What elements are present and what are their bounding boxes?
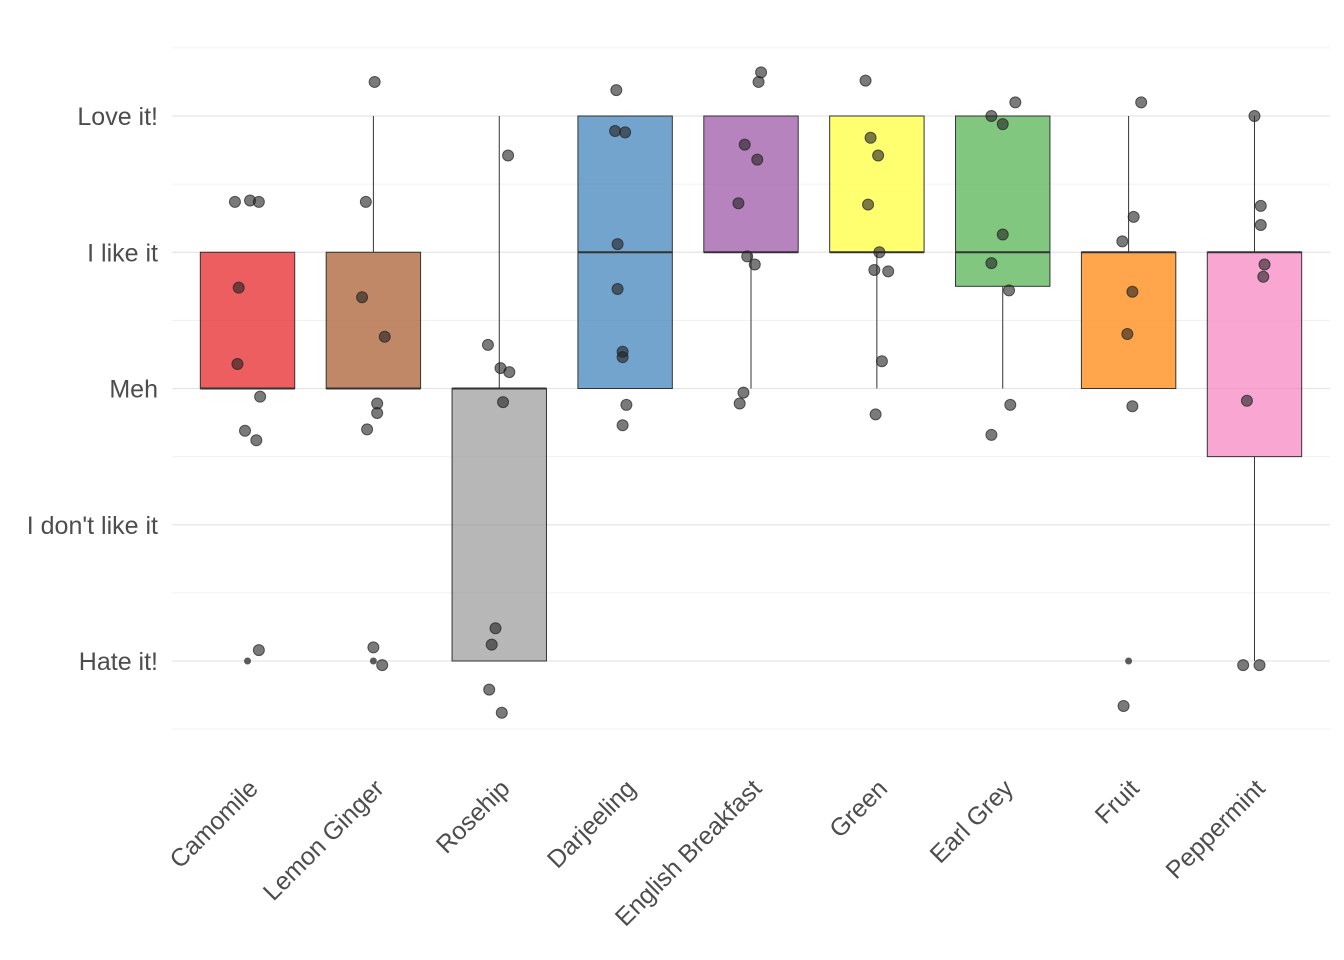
jitter-point [868,263,881,276]
box [1080,251,1177,389]
jitter-point [611,238,624,251]
jitter-point [609,124,622,137]
jitter-point [1248,110,1261,122]
x-tick-label: Green [824,774,893,843]
jitter-point [252,644,265,657]
jitter-point [748,258,761,271]
y-tick-label: Hate it! [79,648,158,676]
x-tick-label: Rosehip [431,774,516,859]
box [1206,251,1303,458]
jitter-point [875,355,888,368]
jitter-point [371,407,384,420]
outlier-point [369,657,377,665]
jitter-point [751,153,764,166]
jitter-point [1254,199,1267,212]
outlier-point [1125,657,1133,665]
jitter-point [495,706,508,719]
jitter-point [252,195,265,208]
jitter-point [250,434,263,447]
jitter-point [361,423,374,436]
box [703,115,799,253]
y-tick-label: I don't like it [27,512,158,540]
jitter-point [254,390,267,403]
jitter-point [1117,699,1130,712]
jitter-point [368,75,381,88]
jitter-point [376,659,389,672]
jitter-point [1116,235,1129,248]
jitter-point [1009,96,1022,109]
box [451,388,547,662]
jitter-point [732,197,745,210]
jitter-point [737,386,750,399]
jitter-point [619,126,632,139]
jitter-point [752,75,765,88]
jitter-point [1127,210,1140,223]
y-tick-label: I like it [87,239,158,267]
jitter-point [616,351,629,364]
jitter-point [497,396,510,409]
jitter-point [239,424,252,437]
outlier-point [244,657,252,665]
jitter-point [1126,285,1139,298]
jitter-point [503,366,516,379]
jitter-point [738,138,751,151]
jitter-point [483,683,496,696]
jitter-point [733,397,746,410]
jitter-point [859,74,872,87]
jitter-point [1135,96,1148,109]
jitter-point [620,398,633,411]
jitter-point [378,330,391,343]
jitter-point [1237,659,1250,672]
box [955,115,1051,287]
jitter-point [985,257,998,270]
jitter-point [1253,659,1266,672]
x-tick-label: Earl Grey [925,774,1020,869]
jitter-point [1258,258,1271,271]
box [829,115,925,253]
x-tick-label: Lemon Ginger [258,774,390,906]
jitter-point [996,118,1009,131]
jitter-point [985,110,998,122]
jitter-point [616,419,629,432]
jitter-point [882,265,895,278]
jitter-point [1003,284,1016,297]
jitter-point [367,641,380,654]
jitter-point [356,291,369,304]
jitter-point [996,228,1009,241]
x-tick-label: Fruit [1090,774,1145,829]
x-tick-label: Camomile [164,774,263,873]
box [199,251,296,389]
jitter-point [985,428,998,441]
jitter-point [1004,398,1017,411]
jitter-point [232,281,245,294]
jitter-point [741,250,754,263]
jitter-point [1254,219,1267,231]
jitter-point [485,638,498,651]
jitter-point [481,338,494,351]
box [325,251,422,389]
jitter-point [611,283,624,296]
y-tick-label: Love it! [77,103,158,131]
jitter-point [489,622,502,635]
jitter-point [359,195,372,208]
jitter-point [1257,270,1270,283]
jitter-point [1126,400,1139,413]
x-tick-label: Peppermint [1161,774,1271,884]
jitter-point [862,198,875,211]
jitter-point [1240,394,1253,407]
jitter-point [502,149,515,162]
jitter-point [231,357,244,370]
jitter-point [1121,328,1134,340]
jitter-point [869,408,882,421]
y-tick-label: Meh [109,376,158,404]
jitter-point [873,246,886,259]
jitter-point [228,195,241,208]
jitter-point [610,84,623,97]
jitter-point [864,131,877,144]
x-tick-label: Darjeeling [542,774,641,873]
jitter-point [872,149,885,162]
